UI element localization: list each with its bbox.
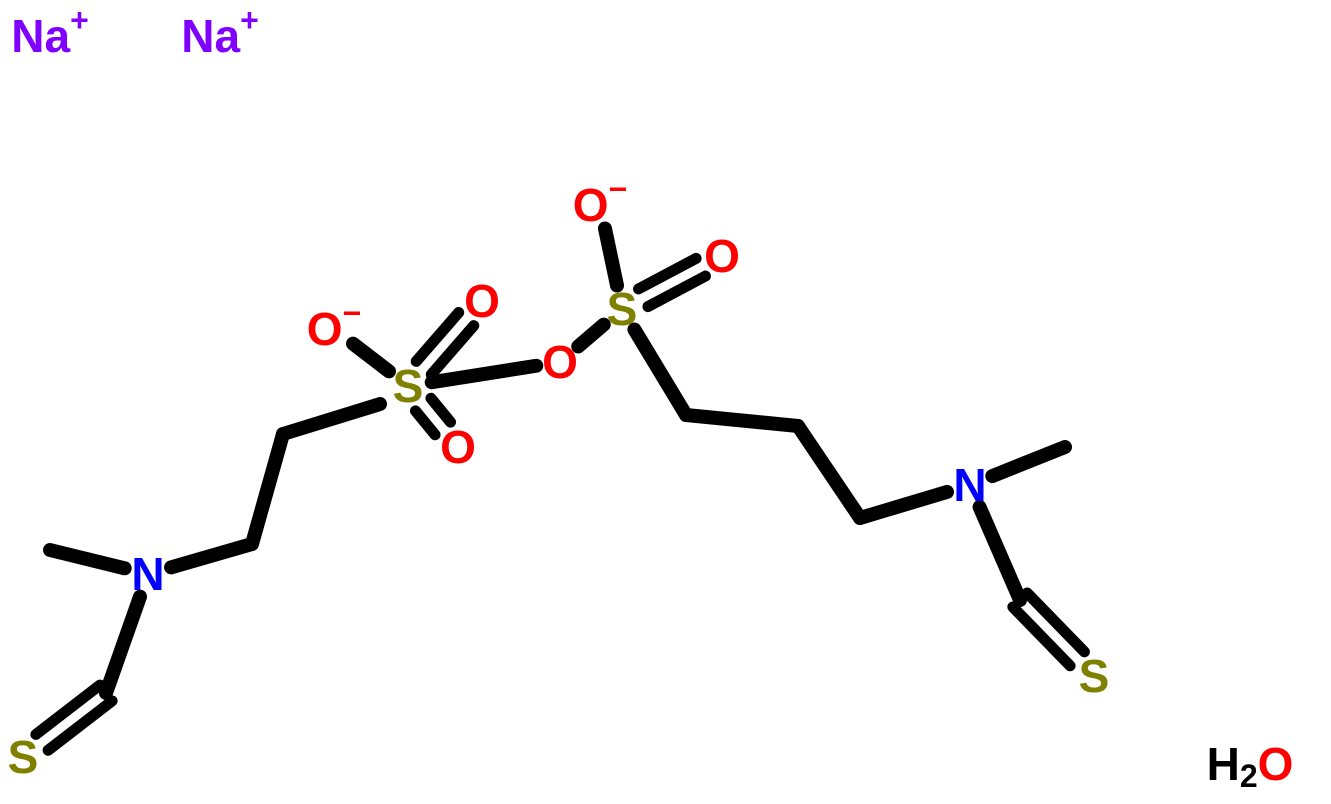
atom-Na2: Na+ [181, 2, 259, 62]
atom-S_sulf_right: S [607, 283, 638, 335]
atom-O_sulf_l_d1: O [464, 275, 500, 327]
atom-N_right: N [953, 459, 986, 511]
atom-N_left: N [131, 548, 164, 600]
atom-O_mid: O [542, 336, 578, 388]
atom-O_sulf_r_neg: O− [573, 171, 627, 231]
molecule-diagram: Na+Na+SNSO−OOSOO−ONSH2O [0, 0, 1331, 804]
atom-S_right_thio: S [1079, 650, 1110, 702]
atom-S_left_thio: S [8, 731, 39, 783]
atom-S_sulf_left: S [393, 360, 424, 412]
atom-Na1: Na+ [11, 2, 89, 62]
atom-O_sulf_r_d: O [704, 230, 740, 282]
atom-O_sulf_l_d2: O [440, 421, 476, 473]
atom-H2O: H2O [1207, 738, 1294, 794]
